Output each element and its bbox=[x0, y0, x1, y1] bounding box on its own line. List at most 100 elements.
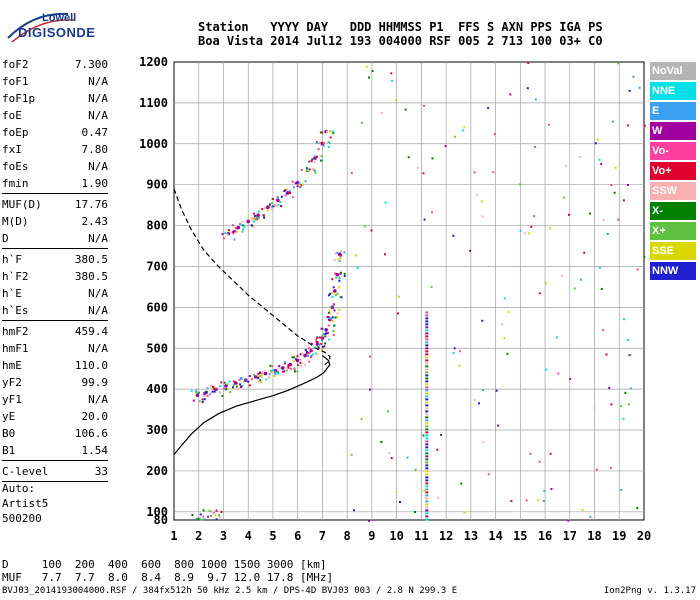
interference-dot bbox=[425, 416, 429, 419]
param-value: 20.0 bbox=[81, 410, 109, 423]
echo-dot bbox=[336, 312, 339, 315]
echo-dot bbox=[332, 286, 335, 289]
noise-dot bbox=[395, 99, 398, 102]
noise-dot bbox=[390, 457, 393, 460]
param-name: h`F bbox=[2, 253, 22, 266]
x-tick-label: 9 bbox=[368, 529, 375, 543]
echo-dot bbox=[312, 168, 315, 171]
noise-dot bbox=[526, 87, 529, 90]
param-value: 17.76 bbox=[74, 198, 108, 211]
param-name: C-level bbox=[2, 465, 49, 478]
param-value: N/A bbox=[88, 393, 108, 406]
digisonde-logo: Lowell DIGISONDE bbox=[4, 8, 114, 48]
noise-dot bbox=[422, 434, 425, 437]
noise-dot bbox=[370, 229, 373, 232]
echo-dot bbox=[340, 254, 343, 257]
low-echo-dot bbox=[207, 509, 210, 512]
echo-dot bbox=[277, 196, 279, 199]
noise-dot bbox=[462, 129, 465, 132]
echo-dot bbox=[295, 358, 297, 361]
echo-dot bbox=[303, 363, 306, 366]
echo-dot bbox=[221, 394, 224, 397]
data-point bbox=[256, 213, 260, 218]
echo-dot bbox=[270, 205, 273, 208]
interference-dot bbox=[425, 473, 429, 476]
interference-dot bbox=[425, 383, 429, 386]
echo-dot bbox=[327, 311, 330, 314]
echo-dot bbox=[339, 272, 342, 275]
param-name: M(D) bbox=[2, 215, 29, 228]
echo-dot bbox=[247, 380, 250, 383]
noise-dot bbox=[388, 452, 391, 455]
noise-dot bbox=[620, 489, 623, 491]
x-tick-label: 6 bbox=[294, 529, 301, 543]
noise-dot bbox=[444, 145, 447, 148]
echo-dot bbox=[220, 381, 223, 384]
legend-item: W bbox=[650, 122, 696, 140]
echo-dot bbox=[232, 232, 235, 235]
noise-dot bbox=[440, 433, 443, 436]
echo-dot bbox=[321, 348, 323, 351]
echo-dot bbox=[338, 276, 341, 279]
echo-dot bbox=[304, 180, 307, 183]
echo-dot bbox=[271, 198, 274, 200]
y-tick-label: 1000 bbox=[139, 137, 168, 151]
param-name: foF1p bbox=[2, 92, 36, 105]
noise-dot bbox=[350, 453, 353, 456]
noise-dot bbox=[629, 353, 632, 356]
param-value: N/A bbox=[88, 287, 108, 300]
echo-dot bbox=[310, 356, 313, 359]
echo-dot bbox=[277, 370, 279, 373]
echo-dot bbox=[304, 349, 307, 351]
interference-dot bbox=[425, 314, 429, 317]
echo-dot bbox=[319, 141, 322, 144]
echo-dot bbox=[265, 378, 268, 381]
noise-dot bbox=[627, 403, 630, 406]
logo-swoosh-icon bbox=[7, 12, 75, 43]
echo-dot bbox=[276, 372, 279, 375]
echo-dot bbox=[263, 216, 266, 219]
legend-item: X- bbox=[650, 202, 696, 220]
noise-dot bbox=[463, 126, 466, 129]
noise-dot bbox=[497, 424, 500, 427]
noise-dot bbox=[596, 138, 599, 141]
noise-dot bbox=[610, 184, 613, 186]
param-name: h`Es bbox=[2, 304, 29, 317]
echo-dot bbox=[192, 399, 195, 402]
legend-item: Vo- bbox=[650, 142, 696, 160]
param-row: hmE 110.0 bbox=[2, 357, 108, 374]
echo-dot bbox=[321, 334, 324, 337]
param-row: yF2 99.9 bbox=[2, 374, 108, 391]
noise-dot bbox=[643, 255, 646, 258]
param-name: foF1 bbox=[2, 75, 29, 88]
noise-dot bbox=[543, 489, 546, 492]
echo-dot bbox=[311, 158, 314, 161]
legend-item: SSE bbox=[650, 242, 696, 260]
interference-dot bbox=[425, 515, 429, 518]
low-echo-dot bbox=[209, 510, 212, 513]
echo-dot bbox=[257, 380, 260, 383]
param-row: foF2 7.300 bbox=[2, 56, 108, 73]
echo-dot bbox=[313, 155, 316, 158]
echo-dot bbox=[270, 371, 273, 374]
interference-dot bbox=[425, 449, 429, 452]
echo-dot bbox=[271, 208, 273, 211]
noise-dot bbox=[391, 79, 394, 82]
interference-dot bbox=[425, 467, 429, 470]
echo-dot bbox=[214, 386, 217, 389]
echo-dot bbox=[292, 360, 295, 363]
low-echo-dot bbox=[218, 514, 221, 517]
echo-dot bbox=[226, 383, 229, 386]
noise-dot bbox=[397, 312, 399, 315]
x-tick-label: 5 bbox=[269, 529, 276, 543]
param-row: fxI 7.80 bbox=[2, 141, 108, 158]
param-divider bbox=[2, 460, 108, 461]
echo-dot bbox=[305, 167, 308, 170]
echo-dot bbox=[331, 132, 334, 135]
echo-dot bbox=[273, 375, 276, 377]
echo-dot bbox=[287, 366, 290, 369]
echo-dot bbox=[333, 309, 336, 312]
noise-dot bbox=[406, 456, 409, 459]
interference-dot bbox=[425, 323, 429, 326]
param-row: h`E N/A bbox=[2, 285, 108, 302]
